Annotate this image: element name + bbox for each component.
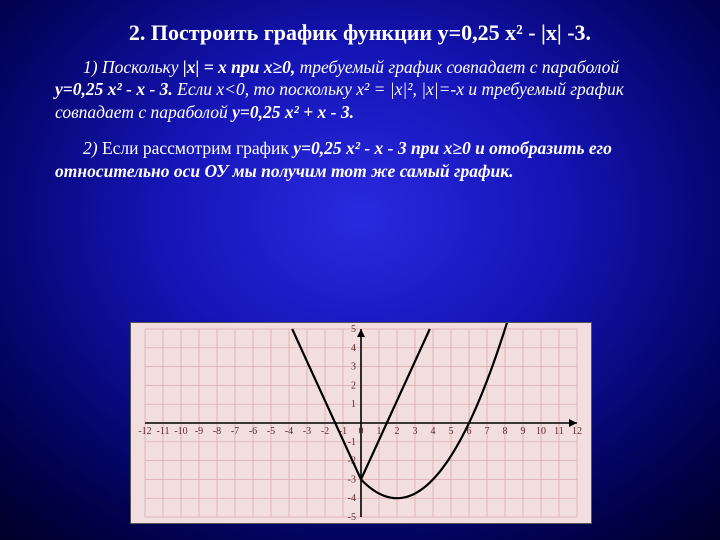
- p1-d: у=0,25 х² - х - 3.: [55, 79, 173, 99]
- body-text: 1) Поскольку |х| = х при х≥0, требуемый …: [0, 56, 720, 182]
- svg-text:7: 7: [485, 426, 490, 437]
- svg-text:3: 3: [351, 362, 356, 373]
- svg-text:2: 2: [395, 426, 400, 437]
- p1-c: требуемый график совпадает с параболой: [295, 57, 619, 77]
- svg-text:-5: -5: [267, 426, 275, 437]
- p1-a: 1) Поскольку: [83, 57, 183, 77]
- function-chart: -12-11-10-9-8-7-6-5-4-3-2-10123456789101…: [130, 322, 592, 524]
- svg-text:-4: -4: [285, 426, 293, 437]
- svg-text:-9: -9: [195, 426, 203, 437]
- svg-text:1: 1: [351, 399, 356, 410]
- svg-text:4: 4: [431, 426, 436, 437]
- svg-text:3: 3: [413, 426, 418, 437]
- svg-text:-11: -11: [157, 426, 170, 437]
- svg-text:11: 11: [554, 426, 564, 437]
- p2-b: Если рассмотрим график: [102, 138, 293, 158]
- svg-text:12: 12: [572, 426, 582, 437]
- page-title: 2. Построить график функции у=0,25 х² - …: [0, 0, 720, 56]
- svg-text:-7: -7: [231, 426, 239, 437]
- paragraph-1: 1) Поскольку |х| = х при х≥0, требуемый …: [55, 56, 665, 123]
- p2-a: 2): [83, 138, 102, 158]
- svg-text:5: 5: [351, 324, 356, 335]
- svg-text:-3: -3: [303, 426, 311, 437]
- svg-text:-3: -3: [348, 474, 356, 485]
- svg-text:-8: -8: [213, 426, 221, 437]
- svg-text:0: 0: [359, 426, 364, 437]
- svg-text:-6: -6: [249, 426, 257, 437]
- svg-text:-2: -2: [321, 426, 329, 437]
- svg-text:9: 9: [521, 426, 526, 437]
- p1-b: |х| = х при х≥0,: [183, 57, 295, 77]
- svg-text:-12: -12: [138, 426, 151, 437]
- svg-text:5: 5: [449, 426, 454, 437]
- svg-text:-4: -4: [348, 493, 356, 504]
- svg-text:4: 4: [351, 343, 356, 354]
- svg-text:8: 8: [503, 426, 508, 437]
- svg-text:-1: -1: [348, 437, 356, 448]
- svg-text:-10: -10: [174, 426, 187, 437]
- svg-text:10: 10: [536, 426, 546, 437]
- svg-text:2: 2: [351, 380, 356, 391]
- paragraph-2: 2) Если рассмотрим график у=0,25 х² - х …: [55, 137, 665, 182]
- p1-f: у=0,25 х² + х - 3.: [232, 102, 354, 122]
- svg-text:-5: -5: [348, 512, 356, 523]
